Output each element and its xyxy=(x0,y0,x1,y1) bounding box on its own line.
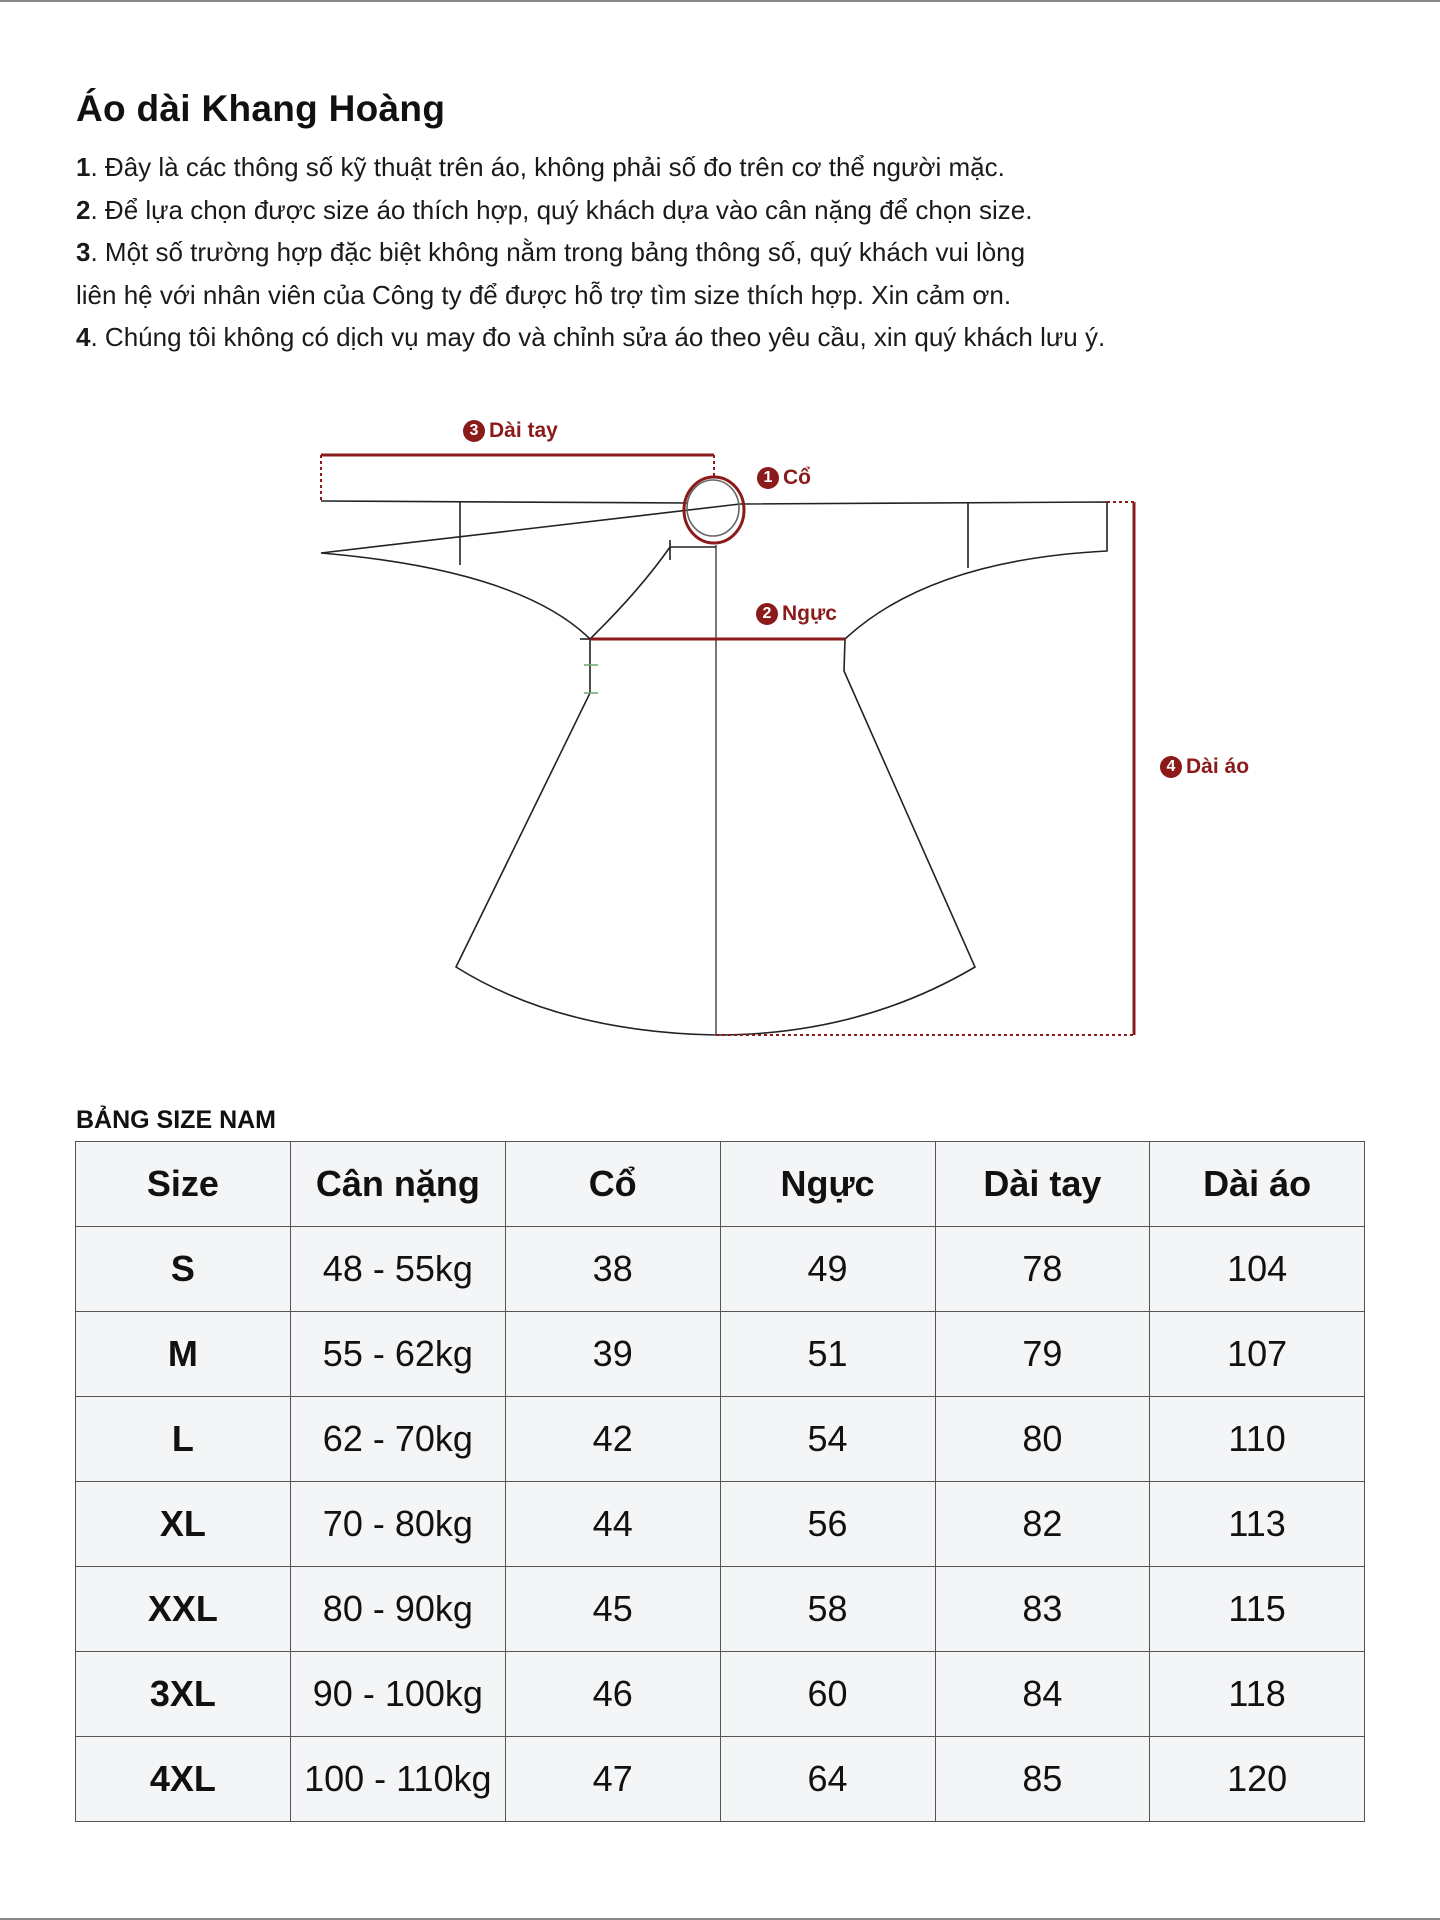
table-row: XL 70 - 80kg 44 56 82 113 xyxy=(75,1481,1365,1567)
column-header: Cổ xyxy=(504,1141,721,1227)
table-cell: 113 xyxy=(1149,1481,1365,1567)
table-cell: XXL xyxy=(75,1566,291,1652)
table-cell: 56 xyxy=(719,1481,936,1567)
note-4: 4. Chúng tôi không có dịch vụ may đo và … xyxy=(76,322,1106,352)
table-cell: 49 xyxy=(719,1226,936,1312)
table-row: S 48 - 55kg 38 49 78 104 xyxy=(75,1226,1365,1312)
table-cell: 3XL xyxy=(75,1651,291,1737)
table-cell: 79 xyxy=(934,1311,1151,1397)
note-3: 3. Một số trường hợp đặc biệt không nằm … xyxy=(76,237,1026,267)
table-cell: 42 xyxy=(504,1396,721,1482)
table-row: XXL 80 - 90kg 45 58 83 115 xyxy=(75,1566,1365,1652)
table-cell: 110 xyxy=(1149,1396,1365,1482)
measure-lines xyxy=(320,453,1136,1036)
table-cell: 55 - 62kg xyxy=(289,1311,506,1397)
garment-diagram xyxy=(320,453,1136,1036)
table-cell: 62 - 70kg xyxy=(289,1396,506,1482)
table-header-row: Size Cân nặng Cổ Ngực Dài tay Dài áo xyxy=(75,1141,1365,1227)
table-cell: 84 xyxy=(934,1651,1151,1737)
table-cell: 107 xyxy=(1149,1311,1365,1397)
table-row: 3XL 90 - 100kg 46 60 84 118 xyxy=(75,1651,1365,1737)
table-cell: L xyxy=(75,1396,291,1482)
table-cell: 78 xyxy=(934,1226,1151,1312)
table-cell: 60 xyxy=(719,1651,936,1737)
column-header: Dài áo xyxy=(1149,1141,1365,1227)
table-row: 4XL 100 - 110kg 47 64 85 120 xyxy=(75,1736,1365,1822)
table-cell: 80 xyxy=(934,1396,1151,1482)
table-cell: 83 xyxy=(934,1566,1151,1652)
column-header: Size xyxy=(75,1141,291,1227)
label-neck: 1 Cổ xyxy=(757,466,811,490)
table-cell: 39 xyxy=(504,1311,721,1397)
column-header: Ngực xyxy=(719,1141,936,1227)
bottom-divider xyxy=(0,1918,1440,1920)
table-cell: 58 xyxy=(719,1566,936,1652)
page-title: Áo dài Khang Hoàng xyxy=(76,88,446,129)
column-header: Cân nặng xyxy=(289,1141,506,1227)
table-row: L 62 - 70kg 42 54 80 110 xyxy=(75,1396,1365,1482)
table-cell: 104 xyxy=(1149,1226,1365,1312)
label-chest: 2 Ngực xyxy=(756,602,837,626)
column-header: Dài tay xyxy=(934,1141,1151,1227)
note-1: 1. Đây là các thông số kỹ thuật trên áo,… xyxy=(76,152,1005,182)
table-cell: 48 - 55kg xyxy=(289,1226,506,1312)
table-cell: 115 xyxy=(1149,1566,1365,1652)
label-sleeve-length: 3 Dài tay xyxy=(463,419,558,443)
table-cell: 85 xyxy=(934,1736,1151,1822)
garment-outline xyxy=(320,479,1108,1036)
table-cell: 54 xyxy=(719,1396,936,1482)
table-cell: 44 xyxy=(504,1481,721,1567)
top-divider xyxy=(0,0,1440,2)
size-table: Size Cân nặng Cổ Ngực Dài tay Dài áo S 48 - 55… xyxy=(75,1141,1365,1822)
table-cell: 82 xyxy=(934,1481,1151,1567)
table-cell: XL xyxy=(75,1481,291,1567)
notes-list: 1. Đây là các thông số kỹ thuật trên áo,… xyxy=(76,146,1105,359)
table-row: M 55 - 62kg 39 51 79 107 xyxy=(75,1311,1365,1397)
table-title: BẢNG SIZE NAM xyxy=(76,1106,276,1134)
note-3-cont: liên hệ với nhân viên của Công ty để đượ… xyxy=(76,279,1012,310)
table-cell: 90 - 100kg xyxy=(289,1651,506,1737)
table-cell: 118 xyxy=(1149,1651,1365,1737)
table-cell: 47 xyxy=(504,1736,721,1822)
table-cell: 100 - 110kg xyxy=(289,1736,506,1822)
table-cell: 64 xyxy=(719,1736,936,1822)
table-cell: 70 - 80kg xyxy=(289,1481,506,1567)
table-cell: 120 xyxy=(1149,1736,1365,1822)
label-body-length: 4 Dài áo xyxy=(1160,755,1249,779)
table-cell: S xyxy=(75,1226,291,1312)
table-cell: 38 xyxy=(504,1226,721,1312)
table-cell: 45 xyxy=(504,1566,721,1652)
table-cell: 46 xyxy=(504,1651,721,1737)
note-2: 2. Để lựa chọn được size áo thích hợp, q… xyxy=(76,194,1033,225)
table-cell: 80 - 90kg xyxy=(289,1566,506,1652)
table-cell: 51 xyxy=(719,1311,936,1397)
table-cell: M xyxy=(75,1311,291,1397)
table-cell: 4XL xyxy=(75,1736,291,1822)
